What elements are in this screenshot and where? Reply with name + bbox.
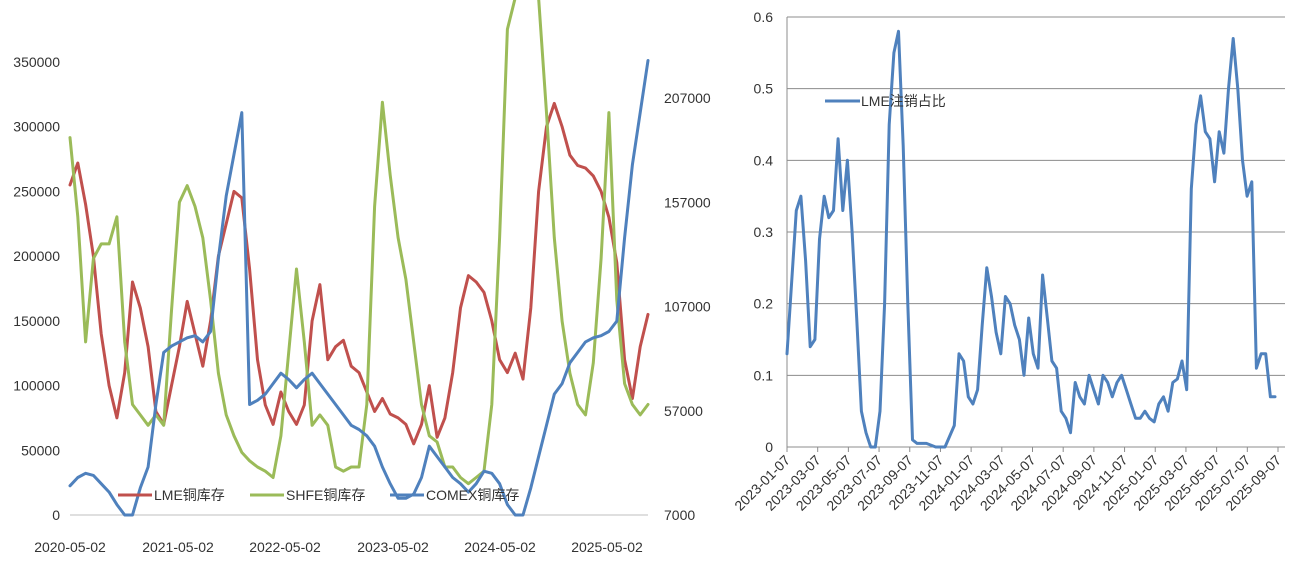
left-y-tick-label: 0 bbox=[52, 507, 60, 523]
right-y-tick-label: 0 bbox=[765, 439, 773, 455]
left-x-tick-label: 2022-05-02 bbox=[249, 539, 321, 555]
left-y2-tick-label: 7000 bbox=[664, 507, 695, 523]
right-cancellation-ratio-chart: 00.10.20.30.40.50.62023-01-072023-03-072… bbox=[731, 9, 1285, 514]
right-y-tick-label: 0.3 bbox=[754, 224, 774, 240]
left-y-tick-label: 150000 bbox=[13, 313, 60, 329]
left-x-tick-label: 2023-05-02 bbox=[357, 539, 429, 555]
left-x-tick-label: 2024-05-02 bbox=[464, 539, 536, 555]
right-y-tick-label: 0.5 bbox=[754, 81, 774, 97]
left-y2-tick-label: 157000 bbox=[664, 194, 711, 210]
left-y-tick-label: 100000 bbox=[13, 378, 60, 394]
legend-label: SHFE铜库存 bbox=[286, 487, 365, 503]
legend-label: COMEX铜库存 bbox=[426, 487, 519, 503]
series-line-LME铜库存 bbox=[68, 101, 650, 446]
left-y-tick-label: 350000 bbox=[13, 54, 60, 70]
series-line-SHFE铜库存 bbox=[68, 0, 650, 486]
legend-label: LME铜库存 bbox=[154, 487, 225, 503]
left-y-tick-label: 250000 bbox=[13, 183, 60, 199]
right-y-tick-label: 0.1 bbox=[754, 367, 774, 383]
left-x-tick-label: 2020-05-02 bbox=[34, 539, 106, 555]
right-y-tick-label: 0.2 bbox=[754, 296, 774, 312]
left-x-tick-label: 2021-05-02 bbox=[142, 539, 214, 555]
series-line-LME注销占比 bbox=[785, 29, 1277, 449]
left-y2-tick-label: 207000 bbox=[664, 90, 711, 106]
legend-label: LME注销占比 bbox=[861, 93, 946, 109]
right-y-tick-label: 0.6 bbox=[754, 9, 774, 25]
left-y2-tick-label: 107000 bbox=[664, 299, 711, 315]
left-y2-tick-label: 57000 bbox=[664, 403, 703, 419]
left-y-tick-label: 300000 bbox=[13, 119, 60, 135]
left-x-tick-label: 2025-05-02 bbox=[571, 539, 643, 555]
right-y-tick-label: 0.4 bbox=[754, 152, 774, 168]
left-y-tick-label: 200000 bbox=[13, 248, 60, 264]
left-inventory-chart: 0 50000 100000 150000 200000 250000 300000 3500… bbox=[13, 0, 711, 555]
series-line-COMEX铜库存 bbox=[68, 59, 650, 517]
left-y-tick-label: 50000 bbox=[21, 442, 60, 458]
